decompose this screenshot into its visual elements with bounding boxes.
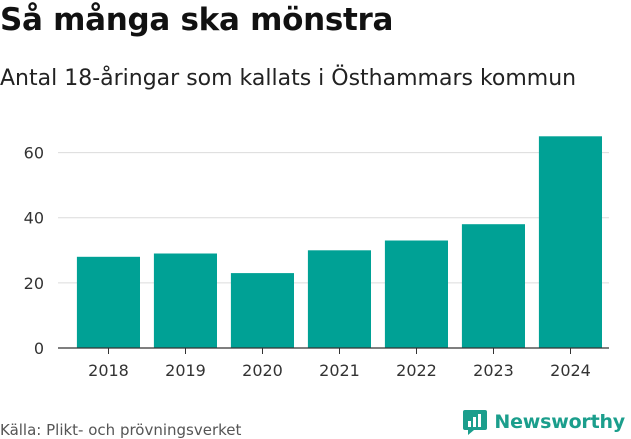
axes: 0 20 40 60 2018 2019 2020 2021 2022 2023 2024 bbox=[24, 144, 609, 380]
y-tick-label: 40 bbox=[24, 209, 44, 228]
bar-2022[interactable] bbox=[384, 240, 448, 349]
bar-2018[interactable] bbox=[76, 256, 140, 348]
x-tick-label: 2024 bbox=[550, 361, 591, 380]
source-note: Källa: Plikt- och prövningsverket bbox=[0, 421, 242, 439]
brand-logo[interactable]: Newsworthy bbox=[462, 408, 625, 436]
bars bbox=[76, 136, 602, 349]
bar-2024[interactable] bbox=[538, 136, 602, 348]
y-tick-label: 0 bbox=[34, 339, 44, 358]
x-tick-label: 2023 bbox=[473, 361, 514, 380]
bar-chart: 0 20 40 60 2018 2019 2020 2021 2022 2023 2024 bbox=[24, 136, 609, 380]
chart-subtitle: Antal 18-åringar som kallats i Östhammar… bbox=[0, 66, 577, 91]
newsworthy-logo-icon bbox=[463, 409, 488, 435]
brand-name: Newsworthy bbox=[494, 411, 625, 433]
chart-title: Så många ska mönstra bbox=[0, 2, 394, 38]
y-tick-label: 60 bbox=[24, 144, 44, 163]
bar-2019[interactable] bbox=[153, 253, 217, 349]
x-tick-label: 2019 bbox=[165, 361, 206, 380]
x-tick-label: 2022 bbox=[396, 361, 437, 380]
bar-2021[interactable] bbox=[307, 250, 371, 348]
bar-2023[interactable] bbox=[461, 224, 525, 348]
x-tick-label: 2018 bbox=[88, 361, 129, 380]
x-tick-label: 2021 bbox=[319, 361, 360, 380]
bar-2020[interactable] bbox=[230, 273, 294, 348]
y-tick-label: 20 bbox=[24, 274, 44, 293]
x-tick-label: 2020 bbox=[242, 361, 283, 380]
